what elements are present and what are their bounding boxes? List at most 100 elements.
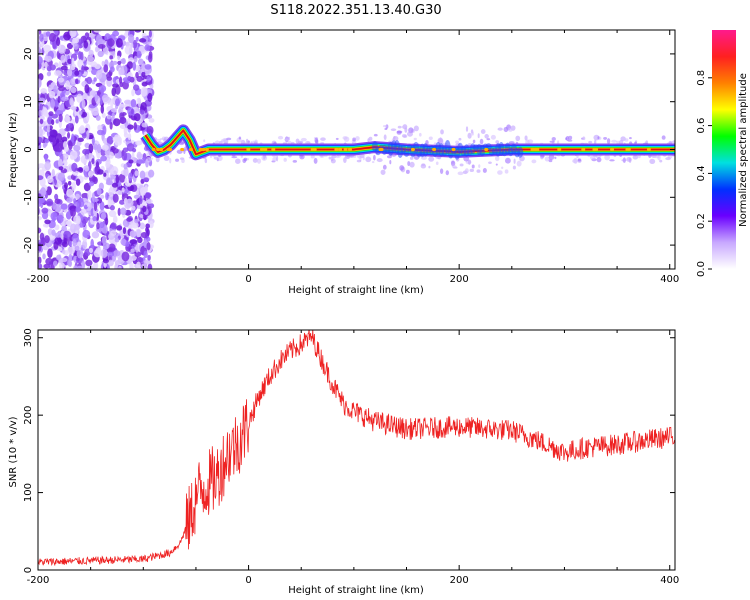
noise-blob (134, 170, 139, 177)
noise-blob (114, 139, 122, 146)
noise-blob (38, 195, 46, 204)
noise-blob (63, 141, 68, 149)
noise-blob (121, 151, 128, 161)
noise-blob (39, 97, 46, 104)
noise-blob (112, 215, 118, 224)
ridge-halo-dot (524, 135, 528, 141)
spectrogram-ylabel: Frequency (Hz) (8, 112, 19, 188)
noise-blob (112, 148, 119, 154)
ridge-peak-blob (180, 147, 185, 152)
ridge-halo-dot (159, 138, 165, 141)
noise-blob (55, 119, 59, 124)
noise-blob (32, 225, 37, 230)
noise-blob (70, 155, 75, 160)
noise-blob (73, 43, 79, 50)
ridge-wide-segment (517, 146, 524, 158)
ridge-peak-blob (410, 147, 415, 152)
ridge-peak-blob (484, 147, 489, 152)
noise-blob (74, 115, 79, 124)
noise-blob (45, 198, 54, 207)
noise-blob (54, 224, 60, 231)
noise-blob (70, 78, 76, 85)
noise-blob (30, 138, 36, 143)
noise-blob (127, 34, 135, 44)
ridge-halo-dot (629, 137, 632, 140)
noise-blob (135, 140, 143, 146)
noise-blob (32, 36, 37, 44)
noise-blob (84, 165, 90, 172)
ridge-halo-dot (551, 137, 556, 141)
noise-blob (115, 225, 123, 231)
ridge-halo-dot (472, 139, 476, 144)
noise-blob (133, 55, 138, 63)
noise-blob (100, 155, 107, 162)
noise-blob (130, 99, 137, 108)
ridge-halo-dot (471, 131, 474, 136)
noise-blob (52, 39, 57, 49)
noise-blob (88, 143, 94, 154)
noise-blob (70, 86, 77, 94)
noise-blob (94, 46, 99, 53)
noise-blob (117, 55, 121, 61)
noise-blob (91, 231, 100, 239)
noise-blob (136, 153, 145, 158)
ridge-halo-dot (482, 168, 487, 173)
noise-blob (134, 30, 142, 33)
noise-blob (111, 182, 119, 188)
noise-blob (146, 75, 151, 82)
ridge-halo-dot (465, 126, 469, 132)
noise-blob (105, 217, 109, 226)
ridge-halo-dot (243, 157, 248, 162)
ridge-halo-dot (477, 133, 480, 139)
ridge-halo-dot (628, 157, 632, 163)
noise-blob (92, 216, 97, 222)
noise-blob (108, 210, 117, 218)
noise-blob (77, 59, 84, 68)
ridge-halo-dot (356, 159, 362, 163)
noise-blob (67, 246, 75, 255)
noise-blob (139, 170, 146, 180)
ridge-halo-dot (464, 168, 469, 174)
noise-blob (120, 207, 127, 215)
ridge-peak-blob (610, 147, 615, 152)
noise-blob (45, 257, 53, 266)
noise-blob (132, 61, 137, 71)
noise-blob (110, 230, 117, 236)
ridge-halo-dot (428, 136, 433, 140)
noise-blob (114, 263, 119, 269)
noise-blob (114, 98, 121, 107)
ridge-halo-dot (376, 158, 383, 163)
ridge-peak-blob (263, 147, 268, 152)
spectrogram-ytick-label: -20 (23, 237, 34, 253)
noise-blob (40, 88, 47, 94)
ridge-halo-dot (596, 157, 602, 163)
ridge-halo-dot (252, 158, 258, 163)
ridge-peak-blob (432, 147, 437, 152)
noise-blob (101, 60, 105, 67)
noise-blob (87, 189, 92, 200)
noise-blob (48, 90, 56, 99)
noise-blob (31, 262, 35, 268)
noise-blob (125, 241, 130, 247)
noise-blob (52, 137, 57, 145)
noise-blob (100, 104, 105, 114)
noise-blob (88, 152, 93, 162)
ridge-halo-dot (204, 158, 208, 164)
noise-blob (54, 70, 62, 77)
ridge-halo-dot (405, 169, 410, 174)
noise-blob (88, 134, 94, 140)
noise-blob (69, 97, 74, 106)
noise-blob (73, 144, 81, 152)
ridge-halo-dot (604, 154, 610, 161)
noise-blob (146, 242, 151, 251)
noise-blob (105, 192, 109, 201)
colorbar-tick-label: 0.8 (696, 70, 707, 86)
noise-blob (146, 199, 153, 204)
noise-blob (64, 127, 71, 132)
noise-blob (38, 175, 44, 181)
noise-blob (72, 37, 79, 44)
noise-blob (94, 93, 99, 102)
noise-blob (121, 66, 125, 76)
noise-blob (58, 113, 63, 123)
